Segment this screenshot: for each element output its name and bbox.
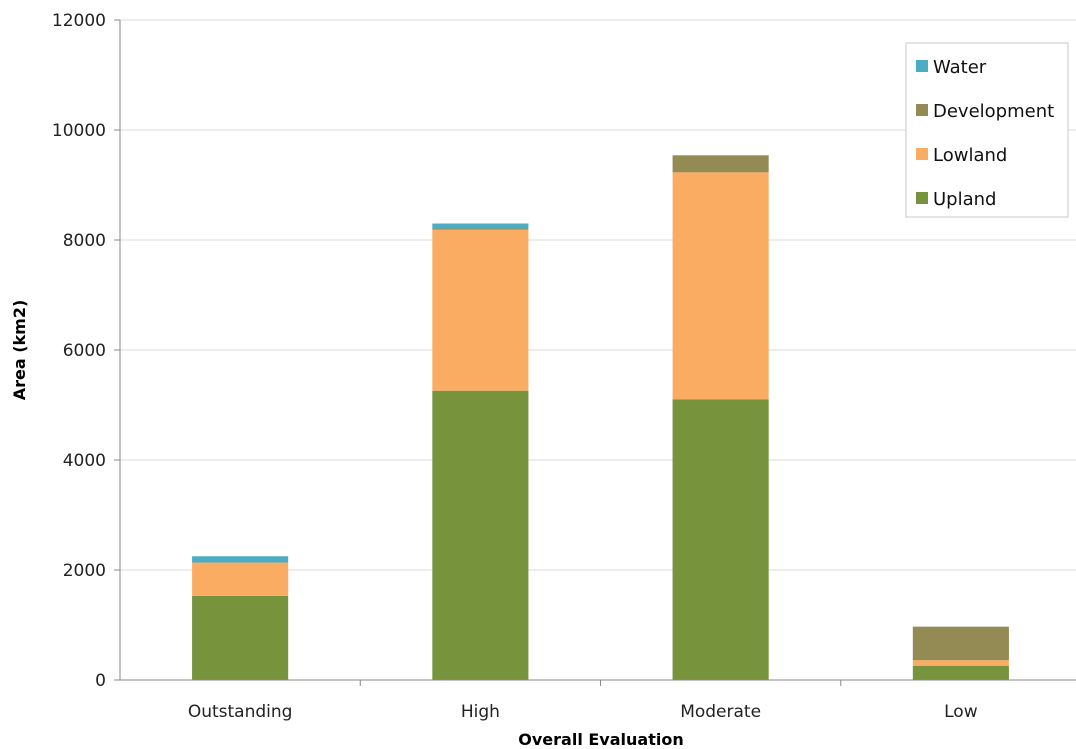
legend-label: Lowland: [933, 145, 1007, 166]
x-tick-label: High: [461, 702, 500, 722]
legend-swatch-lowland: [916, 148, 928, 160]
x-tick-label: Moderate: [680, 702, 761, 722]
bar-segment-lowland: [912, 660, 1009, 666]
y-tick-label: 4000: [63, 451, 106, 471]
legend-swatch-water: [916, 60, 928, 72]
legend-label: Upland: [933, 189, 996, 210]
y-tick-label: 12000: [52, 11, 106, 31]
bar-segment-development: [912, 626, 1009, 661]
y-tick-label: 8000: [63, 231, 106, 251]
bar-segment-upland: [192, 595, 289, 680]
gridlines: [120, 19, 1076, 571]
y-tick-label: 0: [95, 671, 106, 691]
y-tick-label: 6000: [63, 341, 106, 361]
x-tick-label: Low: [944, 702, 978, 722]
bar-segment-lowland: [192, 562, 289, 596]
legend-label: Water: [933, 57, 987, 78]
y-tick-label: 10000: [52, 121, 106, 141]
bar-segment-upland: [672, 399, 769, 680]
bar-segment-lowland: [672, 172, 769, 400]
bar-segment-development: [192, 562, 289, 563]
bar-segment-lowland: [432, 229, 529, 391]
bar-segment-upland: [432, 390, 529, 680]
y-axis-title: Area (km2): [10, 300, 29, 401]
x-tick-labels: Outstanding High Moderate Low: [188, 702, 978, 722]
bar-segment-water: [432, 223, 529, 229]
x-axis-title: Overall Evaluation: [518, 730, 683, 749]
y-tick-label: 2000: [63, 561, 106, 581]
legend-label: Development: [933, 101, 1054, 122]
legend-swatch-upland: [916, 192, 928, 204]
y-tick-labels: 0 2000 4000 6000 8000 10000 12000: [52, 11, 120, 691]
bar-segment-development: [672, 155, 769, 173]
legend-box: [905, 42, 1069, 218]
legend: Water Development Lowland Upland: [905, 42, 1069, 218]
bars: [192, 155, 1009, 680]
x-tick-label: Outstanding: [188, 702, 293, 722]
bar-segment-upland: [912, 665, 1009, 680]
bar-segment-water: [192, 556, 289, 563]
bar-segment-development: [432, 228, 529, 230]
legend-swatch-development: [916, 104, 928, 116]
